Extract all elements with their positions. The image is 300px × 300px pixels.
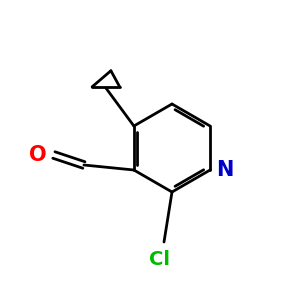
Text: Cl: Cl [149,250,170,269]
Text: N: N [216,160,233,180]
Text: O: O [29,145,47,165]
